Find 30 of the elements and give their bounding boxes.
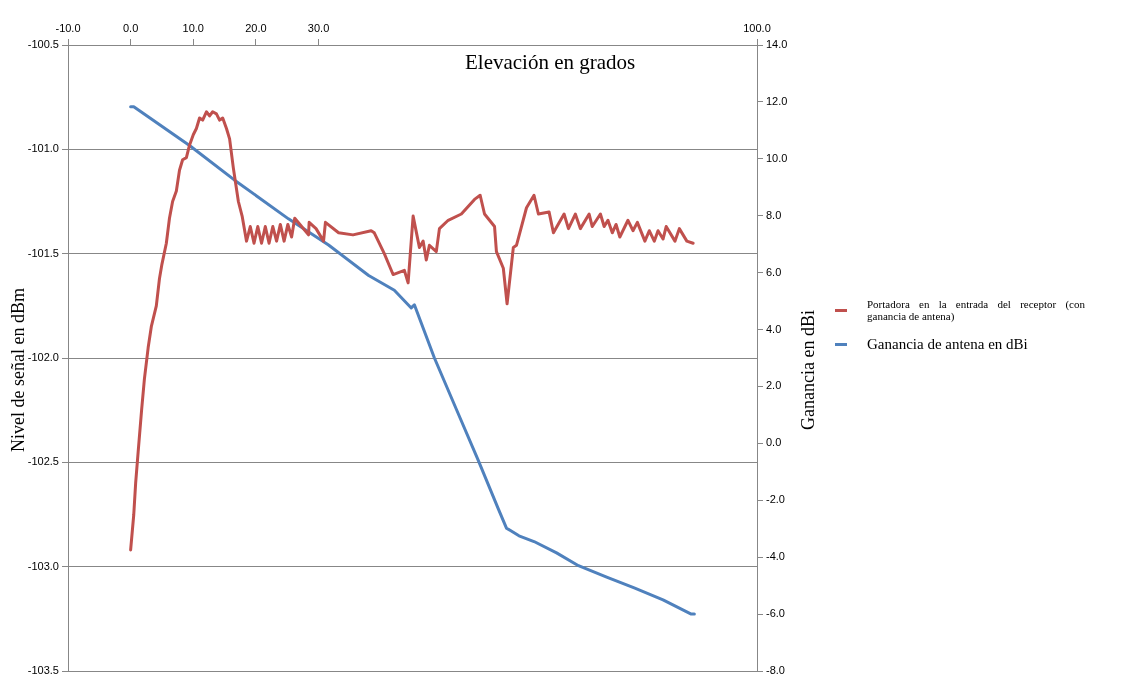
y2-tick-label: -2.0	[766, 493, 785, 506]
legend-label: Portadora en la entrada del receptor (con ganancia de antena)	[867, 298, 1085, 322]
y-tick-label: -102.0	[27, 351, 59, 364]
x-tick-label: 10.0	[182, 22, 204, 35]
y2-tick-label: -6.0	[766, 607, 785, 620]
x-tick-label: 0.0	[122, 22, 139, 35]
y2-tick-label: 8.0	[766, 208, 782, 221]
y-tick-label: -101.0	[27, 142, 59, 155]
y-tick-label: -103.0	[27, 559, 59, 572]
y-axis-title: Nivel de señal en dBm	[7, 288, 28, 452]
y2-tick-label: 4.0	[766, 322, 782, 335]
y2-tick-label: 2.0	[766, 379, 782, 392]
y-tick-label: -102.5	[27, 455, 59, 468]
y2-tick-label: 12.0	[766, 94, 788, 107]
y-tick-label: -103.5	[27, 664, 59, 677]
y2-tick-label: -4.0	[766, 550, 785, 563]
y-tick-label: -101.5	[27, 246, 59, 259]
y2-tick-label: 0.0	[766, 436, 782, 449]
legend-label: Ganancia de antena en dBi	[867, 336, 1028, 353]
y2-tick-label: 6.0	[766, 265, 782, 278]
y2-axis-title: Ganancia en dBi	[797, 310, 819, 430]
x-tick-label: -10.0	[55, 22, 81, 35]
y2-tick-label: -8.0	[766, 664, 785, 677]
x-tick-label: 20.0	[245, 22, 267, 35]
x-tick-label: 30.0	[307, 22, 330, 35]
y2-tick-label: 10.0	[766, 151, 788, 164]
x-axis-title: Elevación en grados	[465, 50, 636, 75]
y-tick-label: -100.5	[27, 38, 59, 51]
x-tick-label: 100.0	[743, 22, 771, 35]
y2-tick-label: 14.0	[766, 38, 788, 51]
